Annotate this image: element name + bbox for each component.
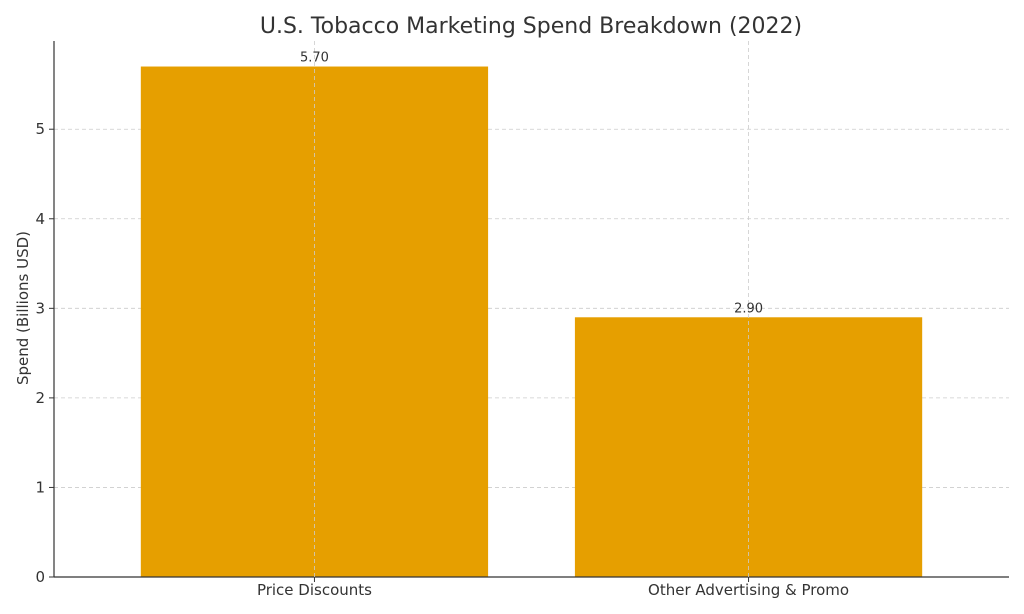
bar-value-label: 5.70 <box>300 51 329 66</box>
chart-title: U.S. Tobacco Marketing Spend Breakdown (… <box>260 14 802 39</box>
x-tick-label: Price Discounts <box>257 581 372 599</box>
y-tick-label: 4 <box>35 210 45 228</box>
y-axis-label: Spend (Billions USD) <box>14 231 32 385</box>
y-tick-label: 5 <box>35 120 45 138</box>
bar-layer <box>140 66 923 578</box>
x-tick-label: Other Advertising & Promo <box>648 581 849 599</box>
axis-layer <box>49 41 1009 582</box>
y-tick-label: 0 <box>35 568 45 586</box>
bar-value-label: 2.90 <box>734 301 763 316</box>
label-layer: 0 1 2 3 4 5 Price Discounts 5.70 Other Advertisi… <box>35 41 849 599</box>
y-tick-label: 1 <box>35 478 45 496</box>
y-tick-label: 2 <box>35 389 45 407</box>
y-tick-label: 3 <box>35 299 45 317</box>
